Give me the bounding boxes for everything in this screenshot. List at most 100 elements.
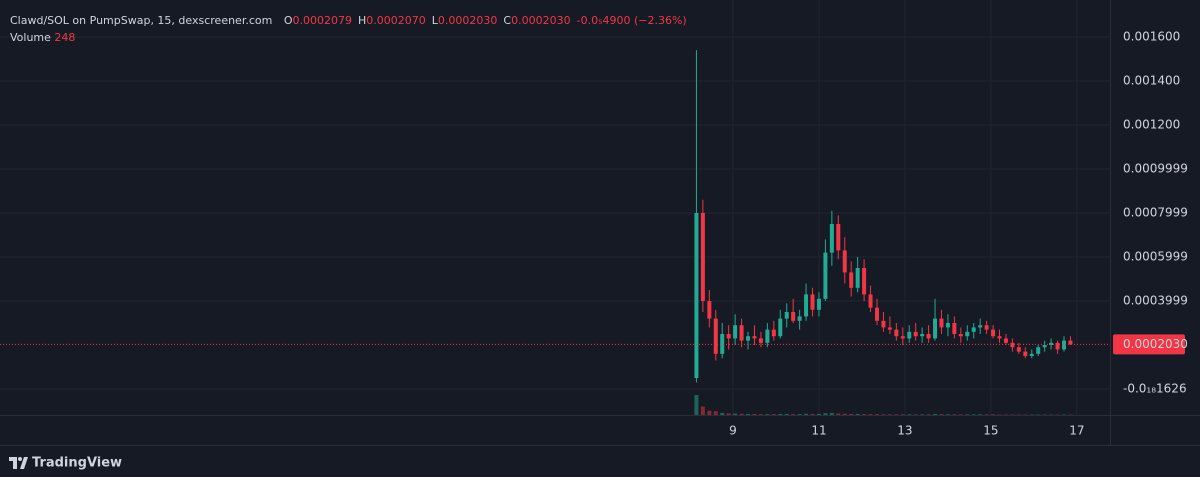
candle-body bbox=[1068, 340, 1073, 345]
candle-body bbox=[713, 318, 718, 354]
volume-bar bbox=[939, 414, 944, 415]
candle-body bbox=[907, 331, 912, 339]
y-tick-label: 0.0005999 bbox=[1123, 250, 1188, 264]
legend-key: L bbox=[432, 14, 439, 27]
volume-bar bbox=[933, 413, 938, 415]
candle-body bbox=[1062, 340, 1067, 350]
candle-body bbox=[939, 318, 944, 328]
x-tick-label: 13 bbox=[897, 424, 912, 438]
volume-bar bbox=[842, 413, 847, 415]
legend-value: 0.0002070 bbox=[366, 14, 426, 27]
candle-body bbox=[784, 312, 789, 319]
volume-bar bbox=[991, 414, 996, 415]
volume-bar bbox=[733, 413, 738, 415]
volume-bar bbox=[907, 414, 912, 415]
candle-body bbox=[1003, 338, 1008, 343]
candle-body bbox=[816, 298, 821, 310]
candle-body bbox=[900, 336, 905, 339]
volume-bar bbox=[765, 414, 770, 415]
x-tick-label: 9 bbox=[729, 424, 737, 438]
candle-body bbox=[720, 334, 725, 354]
candle-body bbox=[1023, 351, 1028, 357]
volume-bar bbox=[700, 406, 705, 415]
last-price-label: 0.0002030 bbox=[1123, 337, 1188, 351]
candle-body bbox=[771, 329, 776, 337]
volume-bar bbox=[726, 413, 731, 415]
volume-bar bbox=[829, 412, 834, 415]
y-tick-label: 0.0009999 bbox=[1123, 162, 1188, 176]
candle-body bbox=[965, 331, 970, 337]
volume-bar bbox=[758, 414, 763, 415]
volume-bar bbox=[752, 413, 757, 415]
candle-body bbox=[881, 320, 886, 328]
volume-bar bbox=[926, 414, 931, 415]
candle-body bbox=[707, 301, 712, 319]
y-tick-label: 0.0003999 bbox=[1123, 294, 1188, 308]
volume-bar bbox=[791, 414, 796, 415]
candle-body bbox=[978, 325, 983, 328]
tradingview-logo bbox=[9, 457, 28, 469]
volume-bar bbox=[694, 395, 699, 415]
candle-body bbox=[694, 213, 699, 379]
candle-body bbox=[791, 312, 796, 321]
candle-body bbox=[829, 224, 834, 253]
legend-key: C bbox=[503, 14, 511, 27]
candle-body bbox=[952, 323, 957, 335]
volume-bar bbox=[746, 413, 751, 415]
candle-body bbox=[971, 327, 976, 332]
candle-body bbox=[739, 325, 744, 341]
candle-body bbox=[1049, 342, 1054, 346]
candle-body bbox=[997, 336, 1002, 339]
candle-body bbox=[1029, 353, 1034, 357]
candle-body bbox=[945, 323, 950, 328]
volume-bar bbox=[804, 413, 809, 415]
last-price-box bbox=[1113, 334, 1185, 355]
volume-bar bbox=[868, 414, 873, 415]
volume-bar bbox=[978, 414, 983, 415]
candle-body bbox=[920, 334, 925, 337]
legend-key: O bbox=[284, 14, 293, 27]
candle-body bbox=[1042, 345, 1047, 348]
candle-body bbox=[874, 307, 879, 321]
candle-body bbox=[1016, 347, 1021, 352]
volume-bar bbox=[778, 413, 783, 415]
candle-body bbox=[984, 325, 989, 330]
volume-bar bbox=[958, 414, 963, 415]
volume-value: 248 bbox=[54, 31, 75, 44]
candle-body bbox=[842, 250, 847, 273]
x-tick-label: 11 bbox=[811, 424, 826, 438]
volume-bar bbox=[874, 414, 879, 415]
candle-body bbox=[958, 334, 963, 337]
y-tick-label: 0.001200 bbox=[1123, 117, 1180, 131]
candle-body bbox=[913, 331, 918, 337]
volume-bar bbox=[881, 414, 886, 415]
volume-bar bbox=[771, 414, 776, 415]
candle-body bbox=[1055, 342, 1060, 350]
volume-label: Volume bbox=[10, 31, 51, 44]
candle-body bbox=[991, 329, 996, 337]
volume-bar bbox=[784, 413, 789, 415]
legend-change: -0.0₅4900 (−2.36%) bbox=[577, 14, 687, 27]
y-tick-label: -0.0₁₈1626 bbox=[1123, 382, 1187, 396]
volume-bar bbox=[810, 413, 815, 415]
y-tick-label: 0.0007999 bbox=[1123, 206, 1188, 220]
candle-body bbox=[810, 294, 815, 310]
candle-body bbox=[823, 252, 828, 299]
volume-bar bbox=[913, 414, 918, 415]
candle-body bbox=[752, 336, 757, 339]
candle-body bbox=[700, 213, 705, 302]
volume-bar bbox=[984, 414, 989, 415]
candle-body bbox=[733, 325, 738, 339]
volume-bar bbox=[952, 414, 957, 415]
candle-body bbox=[797, 316, 802, 321]
volume-bar bbox=[900, 414, 905, 415]
candle-body bbox=[862, 268, 867, 295]
volume-bar bbox=[945, 414, 950, 415]
volume-bar bbox=[887, 414, 892, 415]
candle-body bbox=[804, 294, 809, 317]
candle-body bbox=[855, 268, 860, 288]
candle-body bbox=[926, 334, 931, 339]
candle-body bbox=[1010, 342, 1015, 348]
x-tick-label: 17 bbox=[1069, 424, 1084, 438]
